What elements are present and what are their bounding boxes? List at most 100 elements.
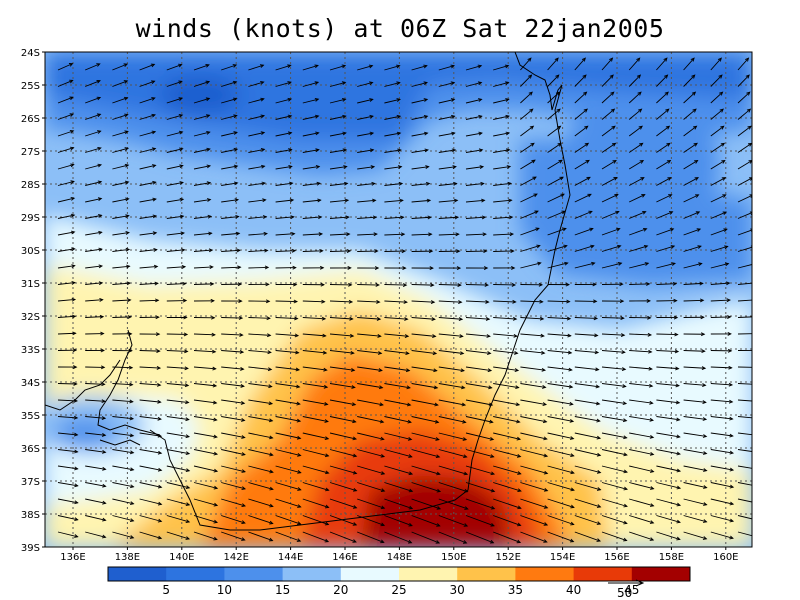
wind-arrow (275, 515, 301, 525)
wind-arrowhead (128, 348, 133, 353)
wind-arrowhead (73, 415, 79, 420)
wind-arrowhead (237, 265, 242, 270)
wind-arrow (493, 465, 521, 475)
wind-arrowhead (595, 384, 601, 389)
wind-arrow (465, 233, 486, 236)
wind-arrow (438, 233, 459, 236)
wind-arrowhead (623, 520, 628, 525)
wind-arrow (574, 74, 587, 87)
wind-arrow (683, 383, 706, 386)
wind-arrowhead (664, 91, 669, 96)
wind-arrow (493, 399, 520, 406)
wind-arrowhead (555, 91, 561, 96)
wind-arrow (656, 57, 668, 71)
wind-arrowhead (322, 350, 328, 355)
wind-arrowhead (478, 114, 483, 119)
wind-arrowhead (729, 484, 735, 489)
wind-arrow (221, 416, 245, 421)
wind-arrow (166, 249, 185, 252)
wind-arrowhead (102, 500, 107, 505)
wind-arrow (438, 132, 455, 137)
wind-arrowhead (96, 96, 102, 101)
wind-arrow (275, 350, 299, 354)
wind-arrowhead (750, 228, 752, 233)
wind-arrow (221, 266, 241, 269)
wind-arrowhead (667, 177, 672, 181)
wind-arrow (357, 449, 385, 458)
wind-arrow (629, 416, 654, 421)
wind-arrowhead (343, 181, 349, 186)
wind-arrow (465, 482, 495, 492)
wind-arrowhead (540, 333, 545, 338)
wind-arrow (547, 91, 560, 104)
wind-arrow (112, 383, 133, 386)
wind-arrowhead (700, 332, 706, 337)
wind-arrow (139, 399, 161, 403)
wind-arrowhead (266, 333, 272, 338)
wind-arrowhead (649, 417, 655, 422)
colorbar-swatch (224, 567, 284, 581)
wind-arrowhead (649, 452, 655, 456)
wind-arrowhead (513, 333, 518, 338)
wind-arrowhead (178, 97, 184, 101)
wind-arrowhead (206, 147, 211, 152)
wind-arrowhead (450, 81, 456, 86)
wind-arrowhead (753, 282, 756, 285)
wind-arrowhead (314, 64, 319, 69)
wind-arrowhead (237, 282, 243, 287)
wind-arrow (112, 366, 133, 369)
wind-arrowhead (610, 91, 615, 96)
wind-arrowhead (517, 505, 522, 510)
wind-arrowhead (675, 366, 680, 371)
wind-arrow (520, 350, 545, 354)
latitude-label: 35S (21, 411, 40, 422)
wind-arrowhead (293, 299, 299, 304)
wind-arrowhead (479, 165, 485, 169)
wind-arrow (520, 227, 540, 236)
map-title: winds (knots) at 06Z Sat 22jan2005 (135, 14, 665, 43)
wind-arrowhead (297, 470, 302, 474)
wind-arrowhead (570, 470, 575, 475)
longitude-label: 144E (278, 552, 303, 563)
wind-arrow (57, 248, 75, 252)
wind-arrowhead (101, 399, 106, 404)
wind-arrowhead (314, 81, 320, 85)
wind-arrowhead (586, 176, 591, 181)
wind-arrow (656, 399, 680, 404)
wind-arrowhead (482, 232, 487, 237)
wind-arrow (248, 449, 273, 456)
wind-arrowhead (396, 98, 401, 102)
wind-arrowhead (424, 148, 429, 153)
wind-arrowhead (127, 298, 132, 303)
wind-arrowhead (729, 467, 735, 472)
wind-arrow (248, 132, 265, 137)
wind-arrowhead (181, 264, 187, 269)
wind-arrowhead (703, 502, 708, 506)
wind-arrow (329, 416, 356, 423)
wind-arrow (384, 166, 402, 170)
wind-arrowhead (565, 282, 570, 287)
wind-arrow (166, 232, 185, 236)
wind-arrow (411, 432, 439, 441)
wind-arrowhead (179, 214, 185, 219)
wind-arrow (493, 333, 517, 337)
wind-arrowhead (460, 368, 465, 373)
wind-arrow (302, 65, 319, 71)
wind-arrow (384, 383, 410, 389)
wind-arrowhead (462, 437, 468, 441)
wind-arrowhead (674, 349, 680, 354)
wind-arrow (57, 180, 75, 186)
wind-arrow (710, 316, 731, 318)
wind-arrowhead (98, 281, 104, 286)
wind-arrow (193, 148, 210, 153)
wind-arrowhead (478, 131, 483, 136)
wind-arrow (302, 531, 329, 543)
wind-arrow (629, 211, 646, 219)
wind-arrowhead (213, 468, 219, 473)
wind-arrowhead (561, 210, 566, 215)
wind-arrowhead (702, 434, 708, 438)
wind-arrow (601, 432, 627, 439)
wind-arrow (85, 181, 102, 186)
wind-arrow (85, 316, 104, 318)
wind-arrowhead (746, 91, 751, 96)
